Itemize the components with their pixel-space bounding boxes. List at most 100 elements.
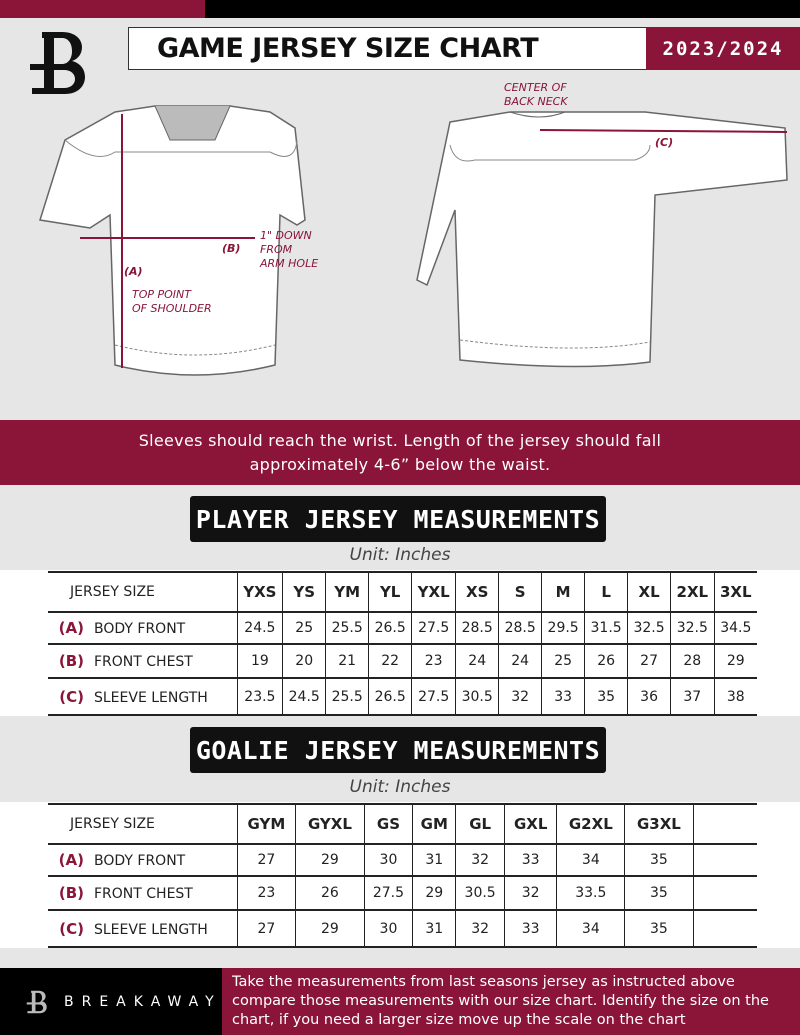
page-title: GAME JERSEY SIZE CHART (128, 27, 646, 70)
value-cell: 32.5 (670, 612, 715, 644)
player-heading: PLAYER JERSEY MEASUREMENTS (190, 496, 606, 542)
value-cell: 27 (627, 644, 671, 678)
value-cell: 35 (584, 678, 628, 715)
player-unit: Unit: Inches (349, 545, 451, 565)
size-header-cell: GL (455, 804, 505, 844)
size-header-cell: GS (363, 804, 413, 844)
value-cell: 26 (584, 644, 628, 678)
table-row: (B) FRONT CHEST 19 20 21 22 23 24 24 25 26 27 28 29 (48, 644, 757, 678)
value-cell: 29 (295, 910, 365, 947)
size-header-cell: XS (455, 572, 499, 612)
size-header-cell: GXL (504, 804, 557, 844)
table-row: (A) BODY FRONT 27 29 30 31 32 33 34 35 (48, 844, 757, 876)
value-cell: 31 (412, 910, 456, 947)
size-header-cell: YS (282, 572, 326, 612)
label-c: (C) (655, 136, 674, 149)
measure-name: BODY FRONT (94, 621, 186, 637)
row-label: (C) SLEEVE LENGTH (48, 678, 237, 715)
table-row: (C) SLEEVE LENGTH 27 29 30 31 32 33 34 35 (48, 910, 757, 947)
value-cell: 29 (295, 844, 365, 876)
header-row: JERSEY SIZE YXS YS YM YL YXL XS S M L XL 2XL 3XL (48, 572, 757, 612)
value-cell: 24.5 (282, 678, 326, 715)
measure-name: FRONT CHEST (94, 654, 193, 670)
value-cell: 26.5 (368, 678, 412, 715)
footer-logo-icon (26, 990, 47, 1013)
brand-logo (28, 30, 94, 96)
value-cell: 38 (713, 678, 757, 715)
measure-letter: (A) (58, 851, 84, 869)
size-header-cell: YXS (236, 572, 283, 612)
measure-letter: (C) (59, 919, 84, 938)
size-header-cell: YL (368, 572, 412, 612)
value-cell: 31.5 (584, 612, 628, 644)
row-label: (A) BODY FRONT (48, 612, 237, 644)
value-cell: 28.5 (455, 612, 499, 644)
value-cell: 26.5 (368, 612, 412, 644)
jersey-size-header: JERSEY SIZE (70, 584, 155, 600)
value-cell: 35 (624, 844, 693, 876)
footer-brand: BREAKAWAY (0, 968, 222, 1035)
value-cell: 27 (236, 910, 296, 947)
measure-name: SLEEVE LENGTH (94, 689, 208, 706)
value-cell: 27.5 (411, 678, 456, 715)
value-cell: 19 (236, 644, 283, 678)
top-black-bar (205, 0, 800, 18)
size-header-cell: M (541, 572, 585, 612)
value-cell: 26 (295, 876, 365, 910)
size-header-cell: XL (627, 572, 671, 612)
value-cell: 29.5 (541, 612, 585, 644)
value-cell: 34.5 (713, 612, 757, 644)
value-cell: 23.5 (236, 678, 283, 715)
front-jersey-diagram (35, 100, 355, 404)
value-cell: 30 (363, 844, 413, 876)
empty-cell (692, 844, 757, 876)
row-label: (C) SLEEVE LENGTH (48, 910, 237, 947)
value-cell: 29 (713, 644, 757, 678)
row-label: (B) FRONT CHEST (48, 644, 237, 678)
value-cell: 32 (504, 876, 557, 910)
size-header-cell: L (584, 572, 628, 612)
size-header-cell: GM (412, 804, 456, 844)
value-cell: 24.5 (236, 612, 283, 644)
value-cell: 31 (412, 844, 456, 876)
note-top-of-shoulder: TOP POINT OF SHOULDER (132, 288, 212, 315)
back-jersey-diagram (415, 100, 795, 404)
value-cell: 27 (236, 844, 296, 876)
measure-letter: (B) (58, 652, 84, 670)
value-cell: 23 (236, 876, 296, 910)
measure-name: BODY FRONT (94, 853, 186, 869)
value-cell: 34 (556, 910, 625, 947)
value-cell: 20 (282, 644, 326, 678)
value-cell: 22 (368, 644, 412, 678)
value-cell: 25.5 (325, 678, 369, 715)
value-cell: 36 (627, 678, 671, 715)
season-badge: 2023/2024 (646, 27, 800, 70)
value-cell: 28.5 (498, 612, 542, 644)
goalie-size-table: JERSEY SIZE GYM GYXL GS GM GL GXL G2XL G3XL (A) BO… (48, 803, 757, 948)
table-row: (B) FRONT CHEST 23 26 27.5 29 30.5 32 33.5 35 (48, 876, 757, 910)
footer-brand-name: BREAKAWAY (64, 993, 222, 1010)
measure-name: FRONT CHEST (94, 886, 193, 902)
size-header-cell: G3XL (624, 804, 693, 844)
instructions-text: Sleeves should reach the wrist. Length o… (138, 431, 662, 474)
value-cell: 24 (498, 644, 542, 678)
value-cell: 35 (624, 910, 693, 947)
label-a: (A) (124, 265, 143, 278)
footer-note: Take the measurements from last seasons … (222, 968, 800, 1035)
measure-letter: (B) (58, 884, 84, 902)
empty-cell (692, 804, 757, 844)
empty-cell (692, 876, 757, 910)
measure-letter: (C) (59, 687, 84, 706)
row-label: (B) FRONT CHEST (48, 876, 237, 910)
value-cell: 30.5 (455, 678, 499, 715)
measure-letter: (A) (58, 619, 84, 637)
empty-cell (692, 910, 757, 947)
row-label: (A) BODY FRONT (48, 844, 237, 876)
value-cell: 29 (412, 876, 456, 910)
value-cell: 34 (556, 844, 625, 876)
table-row: (C) SLEEVE LENGTH 23.5 24.5 25.5 26.5 27.5 30.5… (48, 678, 757, 715)
label-b: (B) (222, 242, 241, 255)
value-cell: 33 (541, 678, 585, 715)
size-header-cell: GYM (236, 804, 296, 844)
goalie-heading: GOALIE JERSEY MEASUREMENTS (190, 727, 606, 773)
